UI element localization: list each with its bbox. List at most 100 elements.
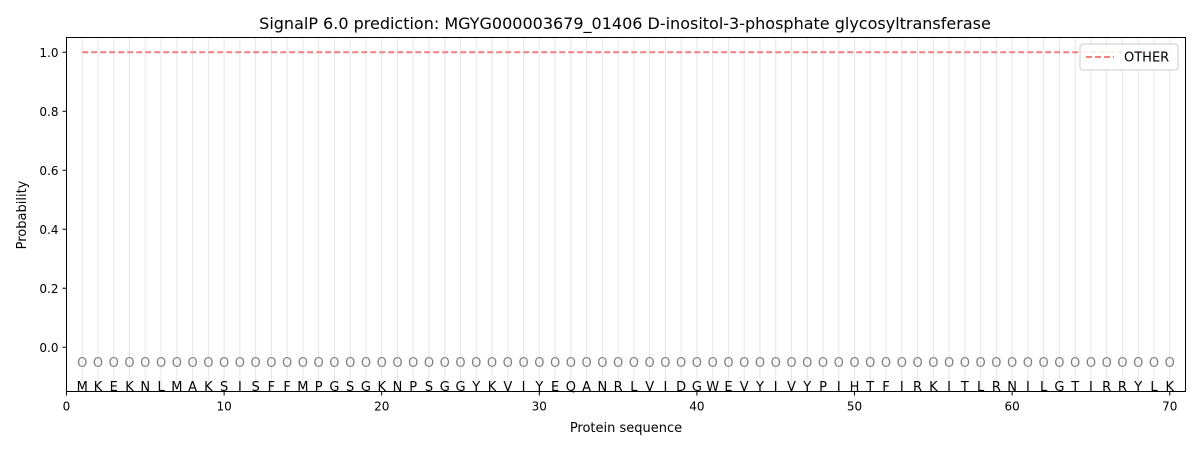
- predicted-label: O: [1023, 356, 1033, 371]
- residue-letter: R: [614, 380, 623, 395]
- residue-letter: I: [1026, 380, 1030, 395]
- residue-letter: L: [1150, 380, 1158, 395]
- predicted-label: O: [109, 356, 119, 371]
- residue-letter: L: [1040, 380, 1048, 395]
- residue-letter: T: [960, 380, 969, 395]
- residue-letter: P: [315, 380, 323, 395]
- y-axis: 0.0 0.2 0.4 0.6 0.8 1.0: [39, 46, 67, 355]
- residue-letter: V: [787, 380, 796, 395]
- residue-letter: P: [819, 380, 827, 395]
- predicted-label: O: [219, 356, 229, 371]
- predicted-label: O: [440, 356, 450, 371]
- residue-letter: E: [110, 380, 118, 395]
- predicted-label: O: [1117, 356, 1127, 371]
- residue-letter: Q: [566, 380, 576, 395]
- residue-letter: R: [1102, 380, 1111, 395]
- predicted-label: O: [1054, 356, 1064, 371]
- residue-letter: K: [488, 380, 497, 395]
- y-tick-label: 0.6: [39, 164, 58, 178]
- chart-title: SignalP 6.0 prediction: MGYG000003679_01…: [259, 14, 991, 34]
- residue-letter: K: [204, 380, 213, 395]
- residue-letter: K: [377, 380, 386, 395]
- predicted-label: O: [156, 356, 166, 371]
- residue-letter: F: [882, 380, 889, 395]
- predicted-label: O: [266, 356, 276, 371]
- predicted-label: O: [93, 356, 103, 371]
- residue-letter: R: [992, 380, 1001, 395]
- predicted-label: O: [897, 356, 907, 371]
- predicted-label: O: [172, 356, 182, 371]
- residue-letter: W: [706, 380, 719, 395]
- residue-letter: G: [455, 380, 465, 395]
- predicted-label: O: [1149, 356, 1159, 371]
- predicted-label: O: [392, 356, 402, 371]
- predicted-label: O: [755, 356, 765, 371]
- legend-label-other: OTHER: [1124, 51, 1169, 66]
- predicted-label: O: [739, 356, 749, 371]
- plot-frame: [66, 37, 1186, 392]
- residue-letter: G: [692, 380, 702, 395]
- residue-letter: I: [947, 380, 951, 395]
- residue-letter: D: [676, 380, 686, 395]
- residue-letter: N: [140, 380, 150, 395]
- residue-letter: I: [522, 380, 526, 395]
- predicted-label: O: [692, 356, 702, 371]
- residue-letter: E: [551, 380, 559, 395]
- predicted-label: O: [487, 356, 497, 371]
- predicted-label: O: [455, 356, 465, 371]
- predicted-label: O: [1102, 356, 1112, 371]
- predicted-label: O: [834, 356, 844, 371]
- predicted-label: O: [802, 356, 812, 371]
- predicted-label: O: [203, 356, 213, 371]
- residue-letter: K: [94, 380, 103, 395]
- predicted-label: O: [960, 356, 970, 371]
- predicted-label: O: [124, 356, 134, 371]
- predicted-label: O: [771, 356, 781, 371]
- residue-letter: R: [1118, 380, 1127, 395]
- residue-letter: G: [329, 380, 339, 395]
- y-axis-label: Probability: [15, 180, 30, 249]
- predicted-label: O: [645, 356, 655, 371]
- residue-letter: L: [157, 380, 165, 395]
- predicted-label: O: [849, 356, 859, 371]
- x-tick-label: 20: [374, 400, 389, 414]
- residue-letter: Y: [755, 380, 764, 395]
- residue-letter: I: [1089, 380, 1093, 395]
- residue-letter: Y: [802, 380, 811, 395]
- predicted-label: O: [408, 356, 418, 371]
- predicted-label: O: [361, 356, 371, 371]
- residue-letter: A: [582, 380, 591, 395]
- y-tick-label: 0.4: [39, 223, 58, 237]
- predicted-label: O: [1007, 356, 1017, 371]
- predicted-label: O: [597, 356, 607, 371]
- residue-letter: A: [188, 380, 197, 395]
- predicted-label: O: [928, 356, 938, 371]
- predicted-label: O: [708, 356, 718, 371]
- y-tick-label: 0.0: [39, 341, 58, 355]
- predicted-label: O: [566, 356, 576, 371]
- residue-letter: S: [220, 380, 228, 395]
- predicted-label: O: [140, 356, 150, 371]
- predicted-label: O: [660, 356, 670, 371]
- residue-letter: K: [929, 380, 938, 395]
- residue-letter: Y: [1133, 380, 1142, 395]
- x-tick-label: 60: [1004, 400, 1019, 414]
- predicted-label: O: [329, 356, 339, 371]
- predicted-label: O: [550, 356, 560, 371]
- predicted-label: O: [424, 356, 434, 371]
- predicted-label: O: [187, 356, 197, 371]
- predicted-label: O: [298, 356, 308, 371]
- predicted-label: O: [1039, 356, 1049, 371]
- residue-letter: T: [1070, 380, 1079, 395]
- residue-letter: V: [503, 380, 512, 395]
- predicted-label: O: [314, 356, 324, 371]
- legend: OTHER: [1079, 43, 1179, 71]
- predicted-label: O: [345, 356, 355, 371]
- y-tick-label: 0.2: [39, 282, 58, 296]
- residue-letter: L: [977, 380, 985, 395]
- residue-letter: M: [171, 380, 182, 395]
- predicted-label: O: [282, 356, 292, 371]
- predicted-label: O: [377, 356, 387, 371]
